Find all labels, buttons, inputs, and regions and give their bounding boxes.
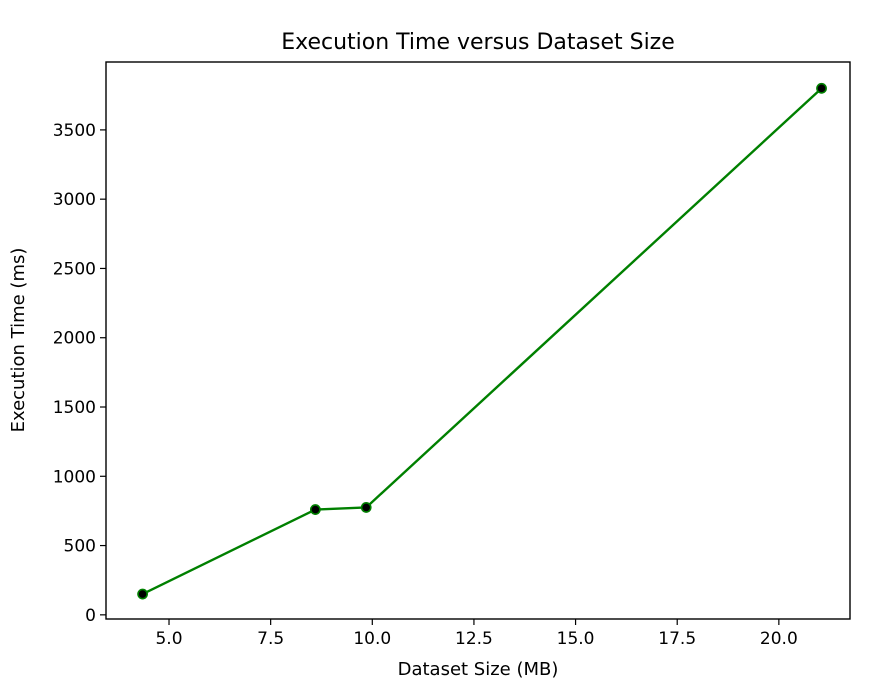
x-tick-label: 12.5 (455, 629, 493, 649)
plot-area: 5.0 7.5 10.0 12.5 15.0 17.5 20.0 0 500 1000 1500 2… (53, 61, 851, 649)
y-tick-label: 0 (85, 606, 96, 626)
y-tick-label: 3500 (53, 121, 96, 141)
y-axis: 0 500 1000 1500 2000 2500 3000 3500 (53, 121, 106, 626)
x-axis: 5.0 7.5 10.0 12.5 15.0 17.5 20.0 (155, 619, 798, 649)
plot-frame (105, 61, 851, 620)
data-point (360, 502, 372, 513)
y-tick-label: 2500 (53, 259, 96, 279)
x-tick-label: 15.0 (557, 629, 595, 649)
x-axis-label: Dataset Size (MB) (398, 659, 559, 680)
y-tick-label: 3000 (53, 190, 96, 210)
y-tick-label: 1500 (53, 398, 96, 418)
y-tick-label: 2000 (53, 329, 96, 349)
x-tick-label: 7.5 (257, 629, 284, 649)
y-axis-label: Execution Time (ms) (8, 248, 29, 433)
data-point (309, 504, 321, 515)
x-tick-label: 5.0 (155, 629, 182, 649)
series-line (142, 87, 823, 596)
x-tick-label: 17.5 (658, 629, 696, 649)
series-group (137, 82, 827, 600)
y-tick-label: 500 (64, 537, 96, 557)
y-tick-label: 1000 (53, 467, 96, 487)
chart-title: Execution Time versus Dataset Size (281, 30, 675, 55)
data-point (816, 82, 827, 94)
data-point (137, 588, 148, 600)
x-tick-label: 20.0 (760, 629, 798, 649)
x-tick-label: 10.0 (353, 629, 391, 649)
